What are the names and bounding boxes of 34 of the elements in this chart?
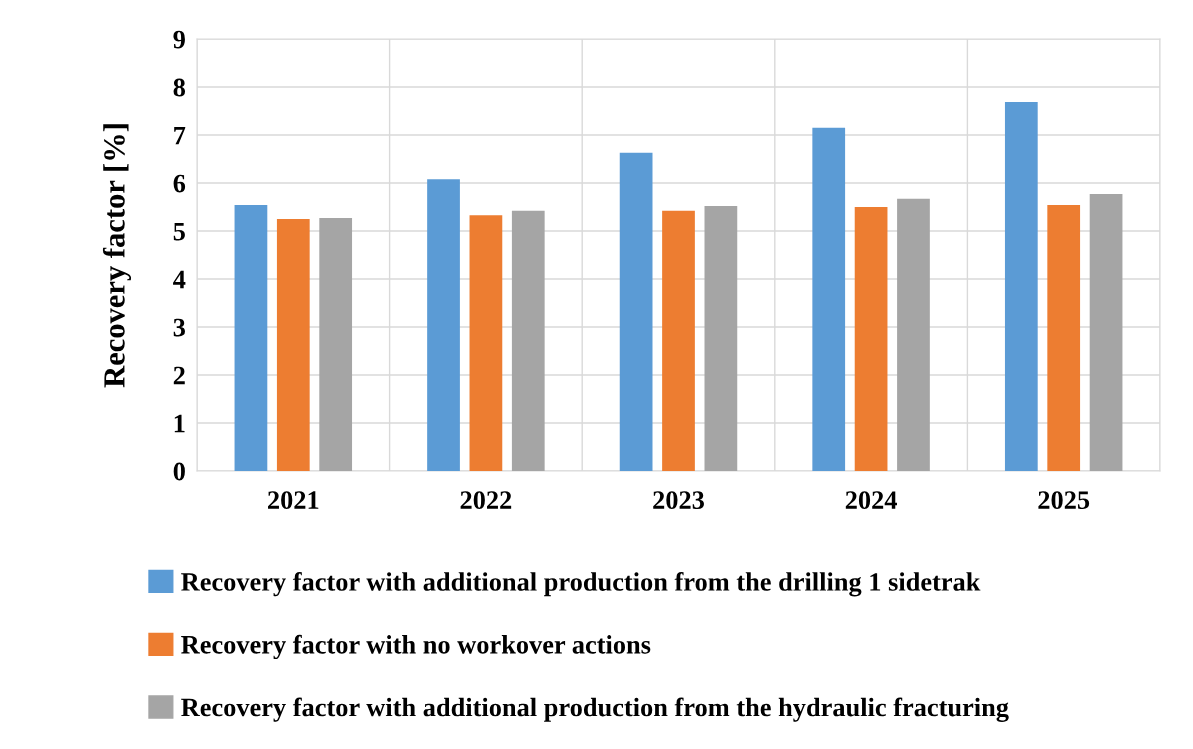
x-tick-label: 2022	[460, 491, 512, 510]
y-axis-title: Recovery factor [%]	[102, 124, 132, 388]
bar	[469, 215, 503, 471]
bar	[234, 205, 268, 471]
y-tick-label: 0	[173, 462, 185, 481]
bar	[812, 127, 846, 471]
y-tick-label: 2	[173, 366, 185, 385]
y-tick-label: 6	[173, 174, 186, 193]
x-tick-label: 2024	[845, 491, 897, 510]
y-tick-label: 7	[174, 126, 186, 145]
bar	[854, 207, 888, 471]
bar	[427, 179, 460, 471]
x-tick-label: 2023	[653, 491, 704, 510]
bar	[276, 219, 310, 471]
bar	[704, 206, 738, 471]
y-tick-label: 4	[173, 270, 186, 289]
legend-label: Recovery factor with additional production from the hydraulic fracturing	[181, 697, 1009, 722]
legend-label: Recovery factor with no workover actions	[181, 634, 651, 660]
y-tick-label: 1	[174, 414, 185, 433]
x-tick-label: 2021	[268, 491, 319, 510]
y-tick-label: 3	[173, 318, 185, 337]
bar	[1004, 101, 1038, 471]
y-tick-label: 5	[173, 222, 185, 241]
bar	[1047, 205, 1081, 471]
bar	[619, 152, 653, 471]
bar	[662, 210, 695, 471]
y-tick-label: 8	[173, 78, 186, 97]
bar	[1089, 194, 1123, 471]
legend-label: Recovery factor with additional production from the drilling 1 sidetrak	[181, 572, 981, 597]
bar	[319, 218, 353, 471]
x-tick-label: 2025	[1038, 491, 1090, 510]
y-tick-label: 9	[173, 30, 185, 49]
bar	[897, 198, 930, 471]
bar	[511, 210, 545, 471]
